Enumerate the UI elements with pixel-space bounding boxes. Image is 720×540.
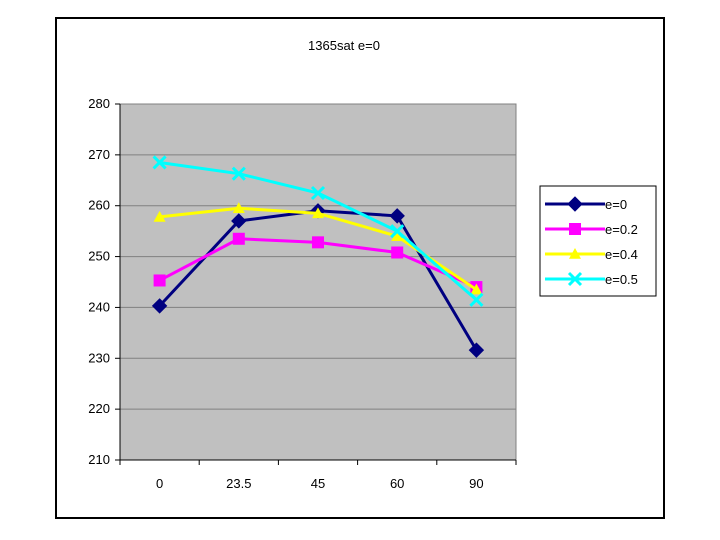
data-point-diamond <box>468 342 485 358</box>
x-tick-label: 90 <box>469 476 483 491</box>
chart-frame: 1365sat e=0 210 220 230 240 250 260 270 280 0 23.… <box>55 17 665 519</box>
series-e=0.5 <box>152 155 484 307</box>
data-point-square <box>569 223 581 235</box>
data-point-square <box>232 232 245 245</box>
line-chart: 1365sat e=0 210 220 230 240 250 260 270 280 0 23.… <box>88 38 657 491</box>
y-tick-label: 230 <box>88 350 110 365</box>
y-tick-label: 280 <box>88 96 110 111</box>
data-point-x <box>310 185 326 201</box>
legend-entry: e=0.5 <box>545 271 638 287</box>
data-point-triangle <box>153 210 166 222</box>
data-point-x <box>152 155 167 170</box>
data-point-x <box>231 166 246 181</box>
legend-entry: e=0.4 <box>545 247 638 262</box>
legend-entry: e=0 <box>545 196 627 212</box>
data-point-triangle <box>569 248 581 259</box>
data-point-x <box>567 271 583 287</box>
y-tick-label: 220 <box>88 401 110 416</box>
data-point-diamond <box>389 208 405 224</box>
y-tick-label: 240 <box>88 299 110 314</box>
x-tick-label: 45 <box>311 476 325 491</box>
data-point-square <box>312 236 324 249</box>
data-point-diamond <box>567 196 583 212</box>
legend-label: e=0 <box>605 197 627 212</box>
legend-label: e=0.5 <box>605 272 638 287</box>
data-point-square <box>153 274 166 287</box>
x-tick-label: 0 <box>156 476 163 491</box>
y-tick-label: 210 <box>88 452 110 467</box>
legend-label: e=0.2 <box>605 222 638 237</box>
legend-entry: e=0.2 <box>545 222 638 237</box>
data-point-triangle <box>232 202 245 214</box>
axes: 210 220 230 240 250 260 270 280 0 23.5 45 60 90 <box>88 96 517 491</box>
plot-area <box>119 103 517 461</box>
x-tick-label: 23.5 <box>226 476 251 491</box>
legend: e=0 e=0.2 e=0.4 e=0.5 <box>539 185 657 297</box>
y-tick-label: 270 <box>88 147 110 162</box>
x-tick-label: 60 <box>390 476 404 491</box>
y-tick-label: 260 <box>88 198 110 213</box>
data-point-diamond <box>151 298 168 314</box>
data-point-triangle <box>470 283 483 295</box>
series-group <box>151 155 485 358</box>
data-point-triangle <box>391 230 404 242</box>
data-point-square <box>391 246 404 259</box>
legend-label: e=0.4 <box>605 247 638 262</box>
data-point-triangle <box>312 207 324 219</box>
y-tick-label: 250 <box>88 249 110 264</box>
data-point-diamond <box>231 213 247 229</box>
chart-title: 1365sat e=0 <box>308 38 380 53</box>
data-point-x <box>390 224 405 239</box>
data-point-x <box>469 292 484 307</box>
